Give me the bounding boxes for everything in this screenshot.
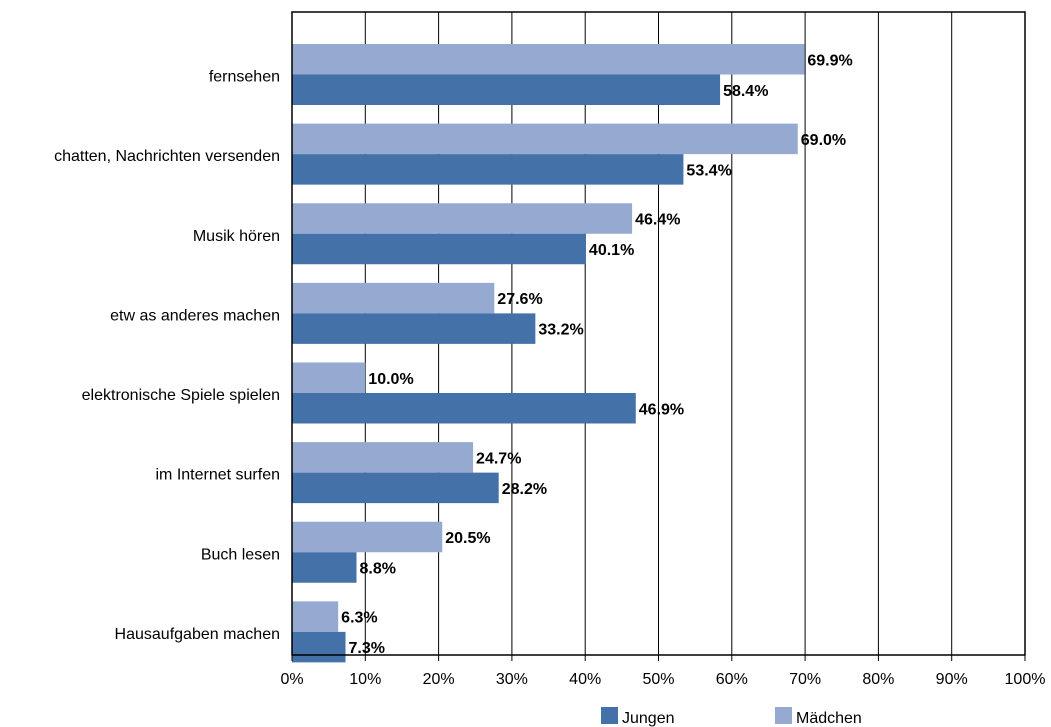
x-tick-label-2: 20% (423, 671, 455, 688)
category-label-5: im Internet surfen (156, 467, 281, 484)
x-tick-label-7: 70% (789, 671, 821, 688)
x-tick-label-6: 60% (716, 671, 748, 688)
data-label-maedchen-6: 20.5% (445, 530, 490, 547)
bar-jungen-7 (292, 631, 346, 663)
bar-maedchen-7 (292, 601, 339, 632)
bar-maedchen-2 (292, 203, 633, 234)
legend-swatch-maedchen (775, 707, 792, 724)
x-tick-label-4: 40% (569, 671, 601, 688)
bar-maedchen-3 (292, 282, 495, 314)
bars (292, 44, 805, 663)
x-tick-label-10: 100% (1005, 671, 1046, 688)
legend: Jungen Mädchen (601, 707, 862, 727)
bar-jungen-0 (292, 74, 721, 105)
data-label-jungen-7: 7.3% (349, 640, 385, 657)
data-labels: 69.9% 58.4% 69.0% 53.4% 46.4%40.1% 27.6% 33.2%… (341, 52, 853, 657)
bar-maedchen-4 (292, 362, 366, 393)
x-tick-label-3: 30% (496, 671, 528, 688)
data-label-jungen-1: 53.4% (686, 162, 731, 179)
data-label-jungen-0: 58.4% (723, 83, 768, 100)
bar-jungen-2 (292, 233, 586, 265)
bar-jungen-5 (292, 472, 499, 504)
axes: 0% 10% 20% 30% 40% 50% 60% 70% 80% 90% 100% fernseh… (54, 69, 1045, 689)
category-label-7: Hausaufgaben machen (115, 626, 280, 643)
category-label-4: elektronische Spiele spielen (82, 387, 280, 404)
data-label-maedchen-2: 46.4% (635, 212, 680, 229)
bar-jungen-1 (292, 154, 684, 185)
data-label-jungen-4: 46.9% (639, 401, 684, 418)
category-label-6: Buch lesen (201, 546, 280, 563)
category-label-3: etw as anderes machen (110, 307, 280, 324)
bar-jungen-3 (292, 313, 536, 344)
category-label-2: Musik hören (193, 228, 280, 245)
bar-maedchen-1 (292, 123, 798, 155)
bar-maedchen-6 (292, 521, 443, 553)
data-label-maedchen-4: 10.0% (368, 371, 413, 388)
bar-maedchen-5 (292, 442, 474, 473)
x-tick-label-0: 0% (280, 671, 303, 688)
data-label-maedchen-0: 69.9% (807, 52, 852, 69)
data-label-maedchen-7: 6.3% (341, 610, 377, 627)
data-label-maedchen-3: 27.6% (497, 291, 542, 308)
data-label-maedchen-1: 69.0% (801, 132, 846, 149)
legend-label-maedchen: Mädchen (796, 710, 862, 727)
bar-jungen-4 (292, 393, 636, 424)
bar-jungen-6 (292, 552, 357, 583)
bar-maedchen-0 (292, 44, 805, 75)
x-tick-label-9: 90% (936, 671, 968, 688)
data-label-maedchen-5: 24.7% (476, 450, 521, 467)
x-tick-label-5: 50% (642, 671, 674, 688)
x-tick-label-8: 80% (862, 671, 894, 688)
legend-swatch-jungen (601, 707, 618, 724)
category-label-0: fernsehen (209, 69, 280, 86)
legend-label-jungen: Jungen (622, 710, 675, 727)
x-tick-label-1: 10% (349, 671, 381, 688)
grid-lines (364, 12, 953, 655)
data-label-jungen-5: 28.2% (502, 481, 547, 498)
data-label-jungen-2: 40.1% (589, 242, 634, 259)
data-label-jungen-6: 8.8% (360, 561, 396, 578)
data-label-jungen-3: 33.2% (538, 322, 583, 339)
category-label-1: chatten, Nachrichten versenden (54, 148, 280, 165)
